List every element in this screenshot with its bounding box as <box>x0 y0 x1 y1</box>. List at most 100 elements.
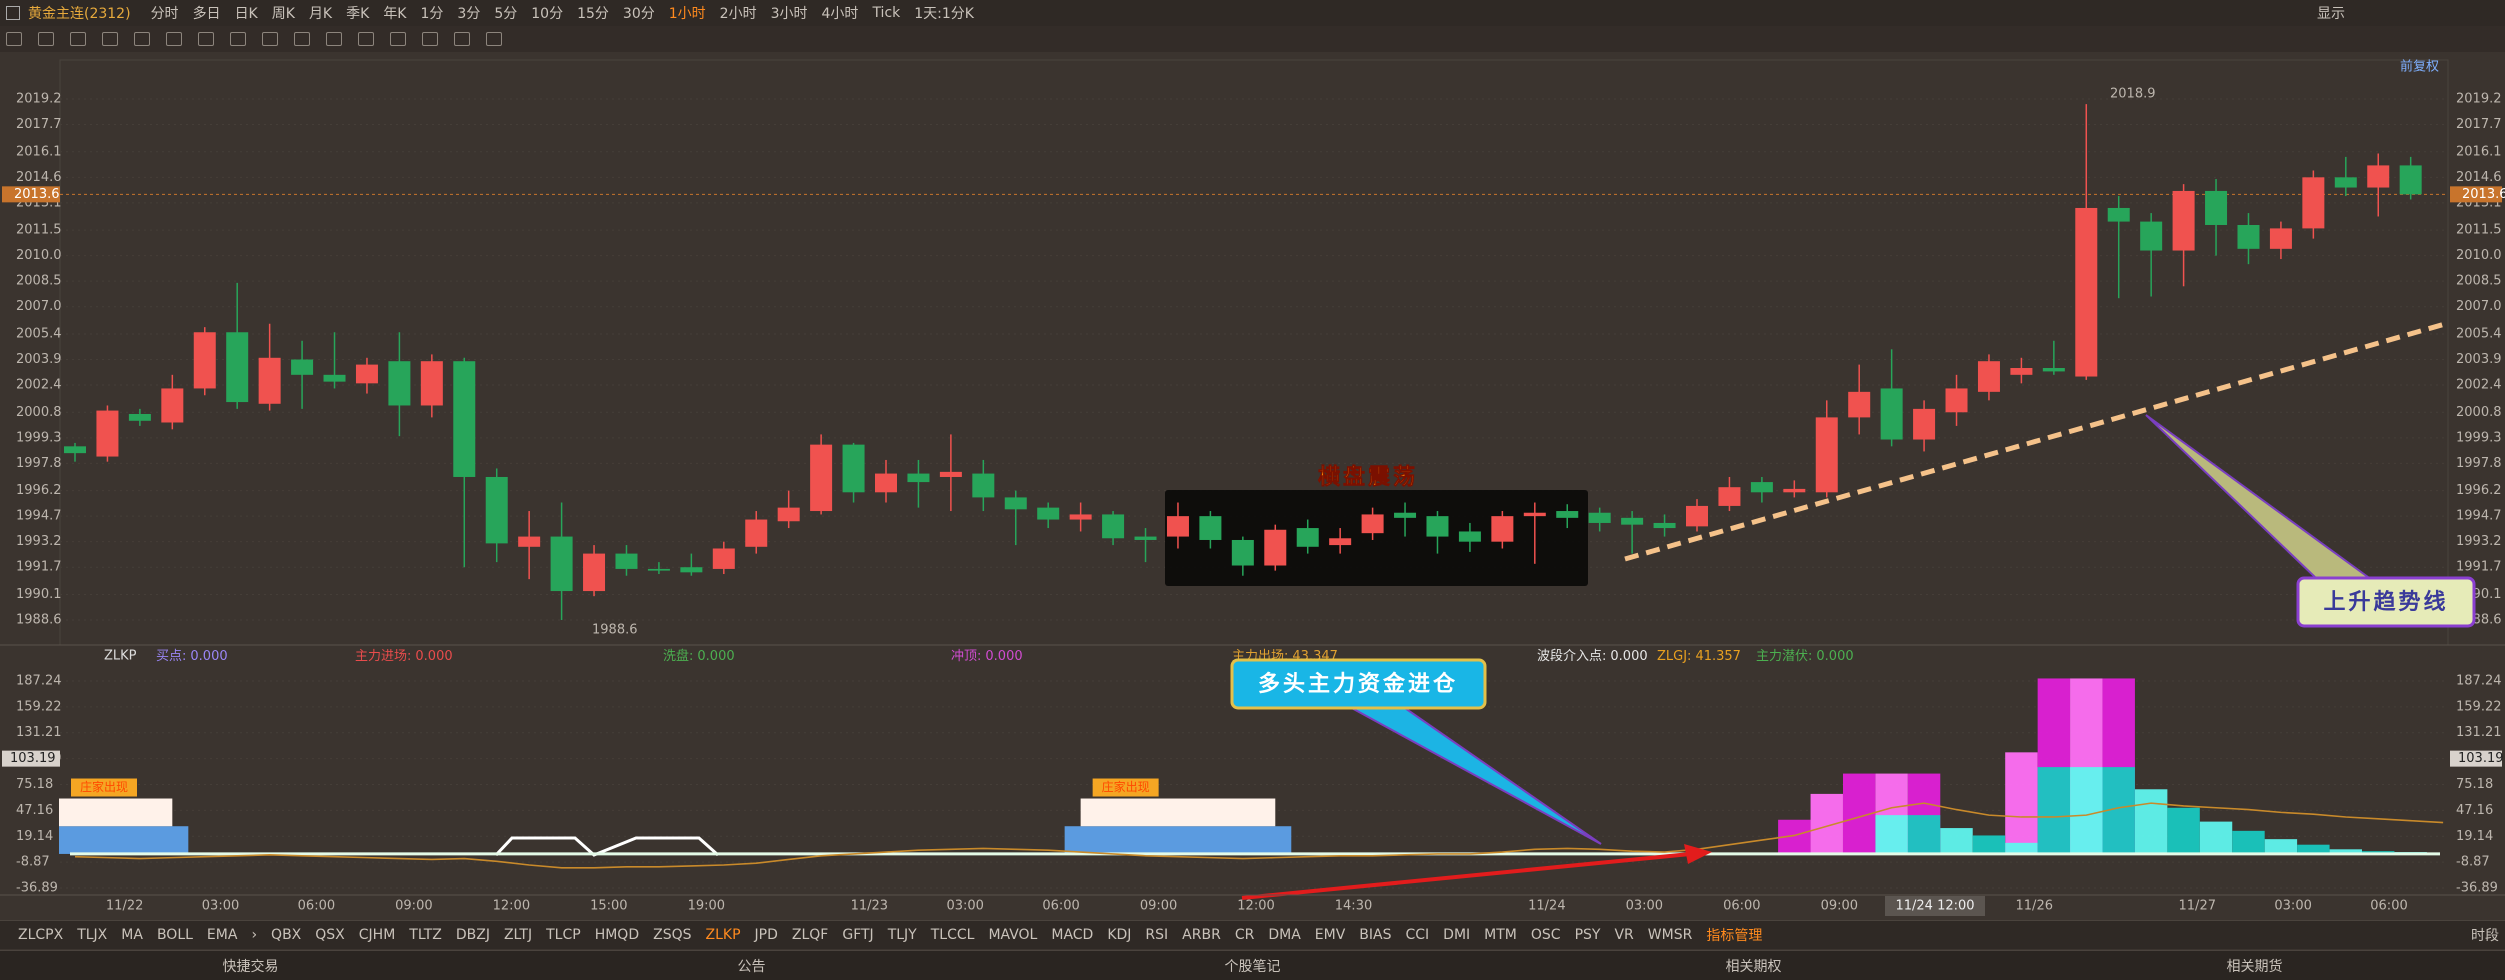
tool-icon[interactable] <box>6 32 22 46</box>
indicator-tab[interactable]: ZLKP <box>705 927 741 943</box>
y-tick-label-right: 2014.6 <box>2456 170 2502 185</box>
indicator-tab[interactable]: MA <box>121 927 143 943</box>
period-button[interactable]: 3小时 <box>770 6 808 22</box>
indicator-tab[interactable]: ZLCPX <box>18 927 64 943</box>
indicator-tab[interactable]: ZLQF <box>791 927 829 943</box>
indicator-tab[interactable]: KDJ <box>1107 927 1132 943</box>
indicator-tab[interactable]: EMV <box>1314 927 1346 943</box>
period-button[interactable]: 1小时 <box>668 6 706 22</box>
candle-body <box>2334 177 2357 188</box>
period-button[interactable]: 2小时 <box>719 6 757 22</box>
indicator-tab[interactable]: MAVOL <box>988 927 1038 943</box>
indicator-tab[interactable]: HMQD <box>594 927 640 943</box>
cyan-bar <box>2134 789 2168 854</box>
tool-icon[interactable] <box>166 32 182 46</box>
footer-tab[interactable]: 快捷交易 <box>222 959 279 975</box>
period-button[interactable]: 30分 <box>622 6 655 22</box>
period-button[interactable]: Tick <box>872 5 901 21</box>
footer-tab[interactable]: 相关期权 <box>1725 959 1782 975</box>
candle-body <box>907 473 930 483</box>
indicator-tab[interactable]: BIAS <box>1359 927 1392 943</box>
y-tick-label: 19.14 <box>16 829 53 844</box>
footer-tab[interactable]: 相关期货 <box>2226 959 2283 975</box>
tool-icon[interactable] <box>390 32 406 46</box>
tool-icon[interactable] <box>134 32 150 46</box>
period-button[interactable]: 月K <box>308 6 333 22</box>
indicator-tab[interactable]: DMA <box>1268 927 1301 943</box>
tool-icon[interactable] <box>198 32 214 46</box>
candle-body <box>291 359 314 375</box>
indicator-tab[interactable]: ARBR <box>1182 927 1221 943</box>
tool-icon[interactable] <box>70 32 86 46</box>
x-tick-label: 03:00 <box>202 899 239 914</box>
indicator-tab[interactable]: 指标管理 <box>1706 928 1763 944</box>
tool-icon[interactable] <box>422 32 438 46</box>
red-arrow <box>1241 852 1691 900</box>
tool-icon[interactable] <box>454 32 470 46</box>
period-button[interactable]: 15分 <box>577 6 609 22</box>
indicator-tab[interactable]: TLJX <box>77 927 108 943</box>
display-button[interactable]: 显示 <box>2317 6 2345 22</box>
indicator-tab[interactable]: TLJY <box>887 927 917 943</box>
indicator-label: ZLGJ: <box>1657 649 1691 664</box>
tool-icon[interactable] <box>486 32 502 46</box>
indicator-tab[interactable]: GFTJ <box>842 927 874 943</box>
indicator-tab[interactable]: › <box>251 927 258 943</box>
period-button[interactable]: 1分 <box>420 6 444 22</box>
indicator-tab[interactable]: CR <box>1234 927 1255 943</box>
period-button[interactable]: 4小时 <box>821 6 859 22</box>
indicator-tab[interactable]: ZLTJ <box>503 927 533 943</box>
indicator-tab[interactable]: TLTZ <box>409 927 442 943</box>
indicator-tab[interactable]: VR <box>1614 927 1634 943</box>
indicator-tab[interactable]: PSY <box>1574 927 1601 943</box>
indicator-tab[interactable]: ZSQS <box>653 927 692 943</box>
tool-icon[interactable] <box>262 32 278 46</box>
candle-body <box>1231 539 1254 566</box>
indicator-tab[interactable]: JPD <box>754 927 778 943</box>
period-button[interactable]: 分时 <box>150 6 179 22</box>
tool-icon[interactable] <box>230 32 246 46</box>
y-tick-label-right: 1994.7 <box>2456 509 2502 524</box>
tool-icon[interactable] <box>38 32 54 46</box>
indicator-tab[interactable]: TLCCL <box>930 927 975 943</box>
candle-body <box>647 568 670 571</box>
indicator-tab[interactable]: QSX <box>315 927 345 943</box>
indicator-tab[interactable]: MACD <box>1051 927 1094 943</box>
period-button[interactable]: 5分 <box>494 6 518 22</box>
indicator-tab[interactable]: EMA <box>206 927 238 943</box>
period-button[interactable]: 周K <box>271 6 295 22</box>
period-button[interactable]: 日K <box>234 6 258 22</box>
period-button[interactable]: 10分 <box>531 6 564 22</box>
period-button[interactable]: 1天:1分K <box>914 6 974 22</box>
period-button[interactable]: 年K <box>383 6 407 22</box>
indicator-tab[interactable]: CJHM <box>358 927 396 943</box>
y-tick-label: 1996.2 <box>16 483 62 498</box>
indicator-tab[interactable]: RSI <box>1145 927 1169 943</box>
indicator-tab[interactable]: DBZJ <box>455 927 490 943</box>
indicator-tab[interactable]: QBX <box>271 927 302 943</box>
indicator-tab[interactable]: OSC <box>1530 927 1561 943</box>
signal-box-blue <box>1064 826 1292 854</box>
tabs-right[interactable]: 时段 <box>2471 928 2499 944</box>
footer-tab[interactable]: 公告 <box>737 959 766 975</box>
indicator-tab[interactable]: BOLL <box>156 927 193 943</box>
indicator-value: 0.000 <box>697 649 734 664</box>
indicator-tab[interactable]: MTM <box>1484 927 1517 943</box>
candle-body <box>1102 514 1125 539</box>
symbol[interactable]: 黄金主连(2312) <box>28 6 131 22</box>
indicator-tab[interactable]: TLCP <box>546 927 581 943</box>
footer-tab[interactable]: 个股笔记 <box>1224 959 1281 975</box>
period-button[interactable]: 季K <box>346 6 370 22</box>
x-tick-label: 09:00 <box>395 899 432 914</box>
indicator-tab[interactable]: CCI <box>1405 927 1430 943</box>
period-button[interactable]: 3分 <box>457 6 481 22</box>
tool-icon[interactable] <box>102 32 118 46</box>
tool-icon[interactable] <box>294 32 310 46</box>
period-button[interactable]: 多日 <box>192 6 221 22</box>
tool-icon[interactable] <box>326 32 342 46</box>
x-tick-label: 06:00 <box>1042 899 1079 914</box>
indicator-tab[interactable]: WMSR <box>1647 927 1693 943</box>
indicator-tab[interactable]: DMI <box>1443 927 1471 943</box>
tool-icon[interactable] <box>358 32 374 46</box>
